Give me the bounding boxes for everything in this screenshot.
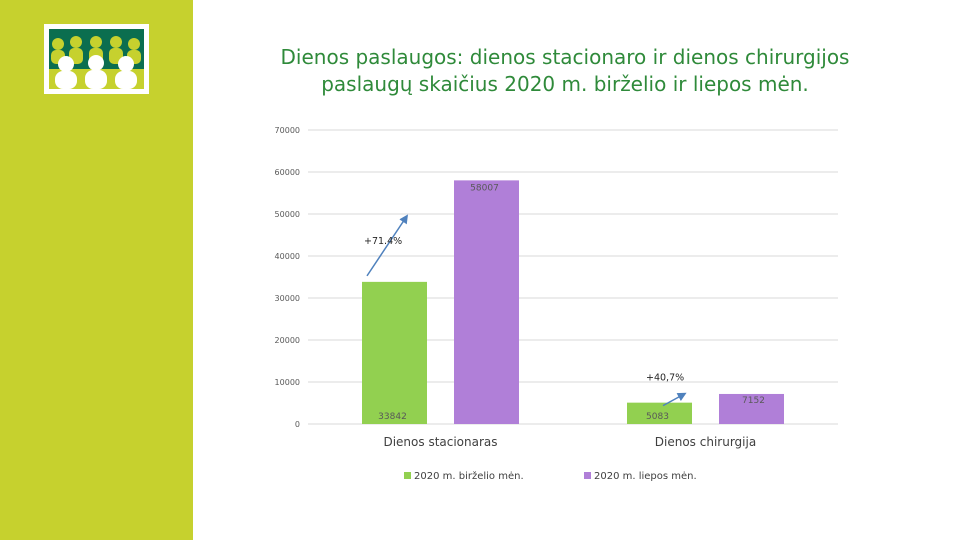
y-tick-label: 60000 bbox=[275, 168, 300, 177]
increase-annotation: +71.4% bbox=[364, 236, 402, 247]
y-tick-label: 20000 bbox=[275, 336, 300, 345]
increase-arrow bbox=[662, 392, 687, 407]
people-group-logo-icon bbox=[46, 26, 147, 92]
title-line-1: Dienos paslaugos: dienos stacionaro ir d… bbox=[280, 45, 850, 69]
title-line-2: paslaugų skaičius 2020 m. birželio ir li… bbox=[321, 72, 809, 96]
y-tick-label: 0 bbox=[295, 420, 300, 429]
x-category-label: Dienos chirurgija bbox=[655, 435, 756, 449]
legend-swatch bbox=[404, 472, 411, 479]
y-tick-label: 70000 bbox=[275, 126, 300, 135]
increase-arrow bbox=[366, 214, 408, 277]
data-label: 7152 bbox=[742, 396, 765, 406]
slide-title: Dienos paslaugos: dienos stacionaro ir d… bbox=[240, 44, 890, 98]
legend-label: 2020 m. birželio mėn. bbox=[414, 470, 524, 482]
logo bbox=[44, 24, 149, 94]
legend-label: 2020 m. liepos mėn. bbox=[594, 471, 697, 482]
data-label: 5083 bbox=[646, 412, 669, 422]
y-tick-label: 30000 bbox=[275, 294, 300, 303]
x-category-label: Dienos stacionaras bbox=[383, 435, 497, 449]
bar bbox=[454, 180, 519, 424]
increase-annotation: +40,7% bbox=[646, 373, 684, 384]
data-label: 58007 bbox=[470, 183, 499, 193]
bar bbox=[719, 393, 784, 424]
legend-swatch bbox=[584, 472, 591, 479]
data-label: 33842 bbox=[378, 412, 407, 422]
y-tick-label: 10000 bbox=[275, 378, 300, 387]
y-tick-label: 40000 bbox=[275, 252, 300, 261]
bar bbox=[627, 402, 692, 424]
bar bbox=[362, 281, 427, 424]
y-tick-label: 50000 bbox=[275, 210, 300, 219]
